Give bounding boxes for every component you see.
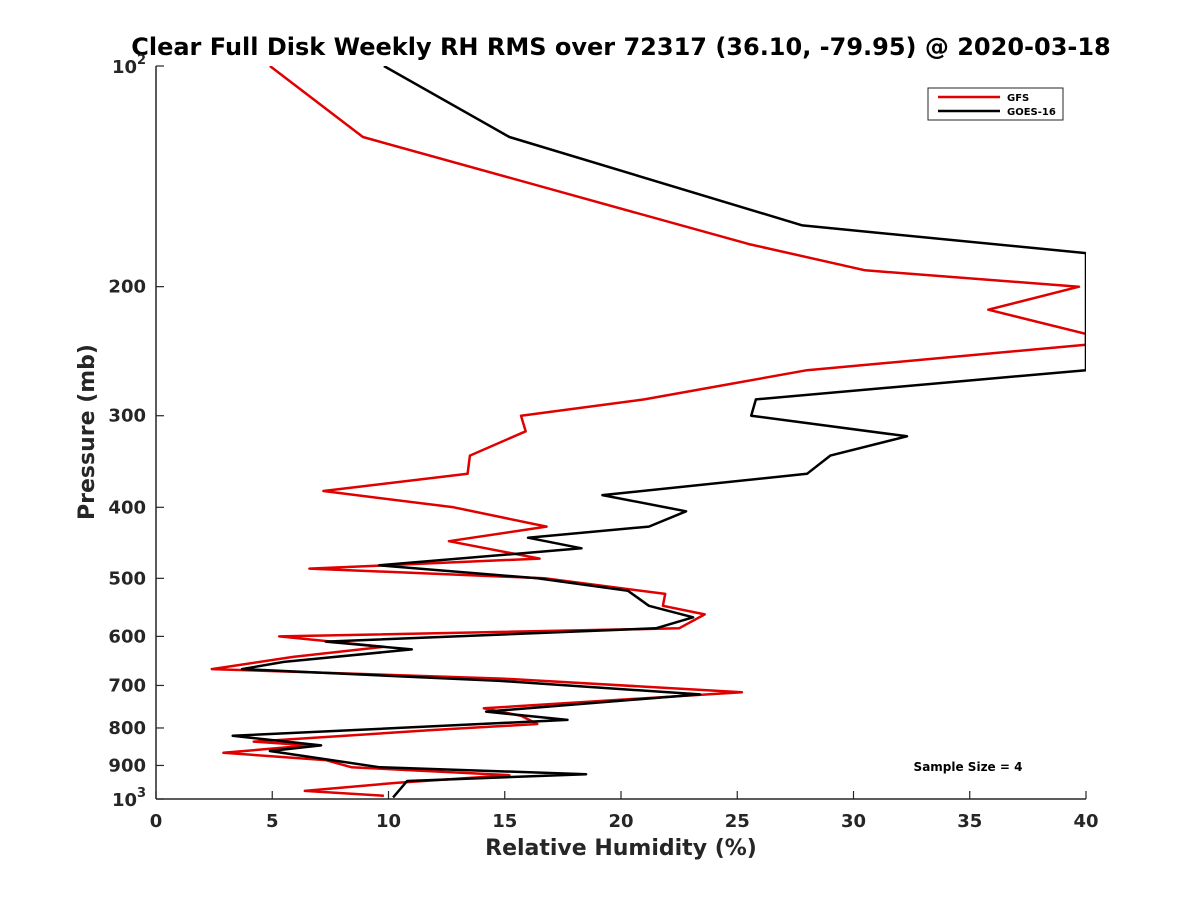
legend-label-goes16: GOES-16 [1007,107,1056,118]
y-tick-exponent: 3 [137,786,146,801]
series-line-gfs [210,66,1086,798]
y-tick-label-power: 210 [112,53,146,78]
legend-label-gfs: GFS [1007,93,1029,104]
plot-area: 0 5 10 15 20 25 30 35 40 21020030040050060070080… [108,53,1098,832]
sample-size-annotation: Sample Size = 4 [914,760,1023,774]
y-tick-label: 900 [108,755,146,776]
y-tick-label: 300 [108,406,146,427]
x-tick-label: 40 [1073,811,1098,832]
y-tick-base: 10 [112,790,137,811]
x-tick-label: 0 [150,811,163,832]
y-tick-label: 700 [108,675,146,696]
x-tick-label: 25 [725,811,750,832]
y-tick-label: 800 [108,718,146,739]
y-tick-label: 500 [108,568,146,589]
y-tick-exponent: 2 [137,53,146,68]
y-axis-label: Pressure (mb) [75,344,100,520]
y-tick-label: 200 [108,277,146,298]
x-tick-label: 35 [957,811,982,832]
x-axis-label: Relative Humidity (%) [485,836,757,861]
chart-title: Clear Full Disk Weekly RH RMS over 72317… [131,33,1111,61]
x-tick-label: 10 [376,811,401,832]
y-tick-label-power: 310 [112,786,146,811]
y-tick-base: 10 [112,57,137,78]
legend: GFS GOES-16 [927,87,1064,121]
y-tick-label: 400 [108,497,146,518]
x-tick-label: 15 [492,811,517,832]
legend-box [927,87,1064,121]
series-layer [210,66,1086,799]
x-tick-label: 20 [608,811,633,832]
series-line-goes16 [231,66,1086,799]
x-tick-label: 30 [841,811,866,832]
x-tick-label: 5 [266,811,279,832]
y-tick-label: 600 [108,626,146,647]
x-axis-ticks: 0 5 10 15 20 25 30 35 40 [150,791,1099,832]
